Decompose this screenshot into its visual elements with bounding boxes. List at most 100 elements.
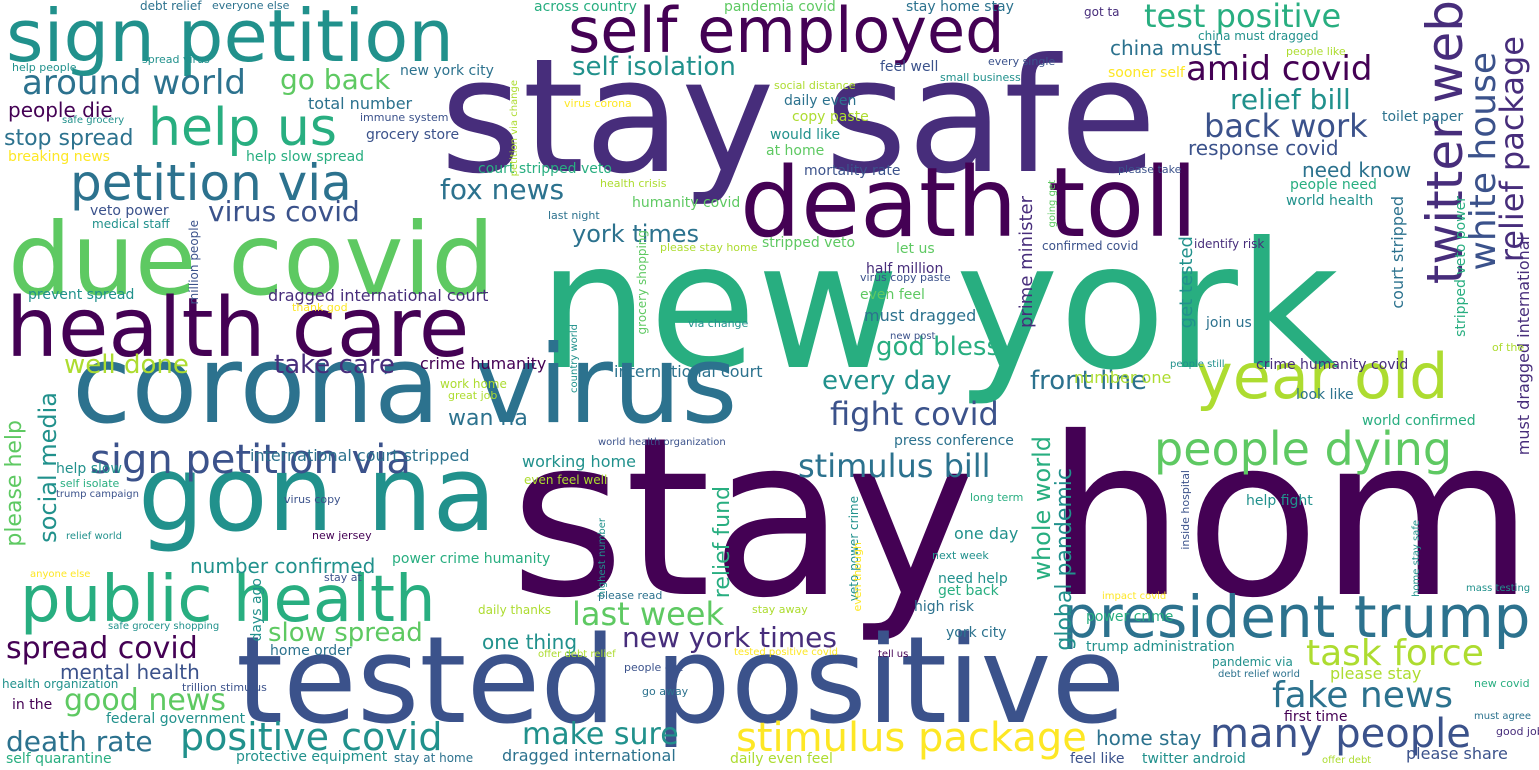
- word: medical staff: [92, 217, 170, 231]
- word: first time: [1284, 709, 1348, 725]
- word: safe grocery shopping: [108, 621, 220, 632]
- word: please stay: [1330, 664, 1422, 683]
- word: at home: [766, 143, 825, 159]
- word: stay home: [510, 390, 1539, 646]
- word: wan na: [448, 406, 528, 431]
- word: breaking news: [8, 149, 110, 165]
- word: help slow spread: [246, 149, 365, 165]
- word: self isolate: [60, 477, 120, 490]
- word: people need: [1290, 177, 1377, 193]
- word: even feel well: [524, 473, 608, 487]
- word: next week: [932, 549, 989, 562]
- word: president trump: [1062, 583, 1531, 651]
- word: slow spread: [268, 618, 423, 648]
- word: around world: [22, 63, 246, 103]
- word: need know: [1302, 158, 1412, 182]
- word: social distance: [774, 79, 856, 92]
- word: impact covid: [1102, 591, 1167, 602]
- word: confirmed covid: [1042, 239, 1139, 253]
- word: get back: [938, 583, 999, 599]
- word: prime minister: [1016, 196, 1037, 329]
- word: days ago: [249, 578, 265, 642]
- word: feel like: [1070, 751, 1125, 767]
- word: people dying: [1154, 422, 1453, 476]
- word: people still: [1170, 359, 1225, 370]
- word: tested positive: [236, 612, 1126, 751]
- word: fake news: [1272, 675, 1454, 716]
- word: humanity covid: [632, 195, 741, 211]
- word: people get: [624, 661, 683, 674]
- word: due covid: [8, 201, 495, 318]
- word: help fight: [1246, 493, 1313, 509]
- word: debt relief world: [1218, 669, 1300, 680]
- word: please help: [2, 420, 27, 547]
- word: daily even feel: [730, 751, 833, 767]
- word: stay home stay: [906, 0, 1014, 15]
- word: new york: [538, 206, 1340, 409]
- word: health care: [6, 281, 470, 376]
- word: pandemia covid: [724, 0, 836, 15]
- word: last night: [548, 209, 600, 222]
- word: dragged international: [502, 746, 676, 765]
- word: power crime: [1086, 609, 1174, 625]
- word: great job: [448, 389, 498, 402]
- word: veto power: [90, 203, 169, 219]
- word: stimulus bill: [798, 447, 991, 485]
- word: people die: [8, 98, 113, 122]
- word: would like: [770, 127, 841, 143]
- word: please take: [1118, 163, 1182, 176]
- word: home stay: [1096, 726, 1202, 750]
- word: gon na: [138, 433, 497, 555]
- word: press conference: [894, 433, 1014, 449]
- word: home order: [270, 643, 352, 659]
- word: death toll: [740, 147, 1198, 259]
- word: pandemic via: [1212, 655, 1293, 669]
- word: last week: [572, 595, 724, 633]
- word: positive covid: [180, 715, 443, 759]
- word: protective equipment: [236, 749, 388, 765]
- word: international court: [614, 362, 763, 381]
- word: new jersey: [312, 529, 372, 542]
- word: virus copy paste: [860, 271, 951, 284]
- word: even though: [851, 542, 864, 612]
- word: anyone else: [30, 569, 91, 580]
- word: mass testing: [1466, 583, 1531, 594]
- word: spread virus: [142, 53, 210, 66]
- word: trump campaign: [56, 489, 139, 500]
- word: corona virus: [72, 323, 738, 448]
- word: new covid: [1474, 677, 1530, 690]
- word: global pandemic: [1052, 468, 1077, 651]
- word: everyone else: [212, 0, 290, 12]
- word: york times: [572, 220, 700, 248]
- word: federal government: [106, 711, 246, 727]
- word: relief bill: [1230, 83, 1351, 116]
- word: need help: [938, 571, 1008, 587]
- word: look like: [1296, 387, 1354, 403]
- word: offer debt relief: [538, 649, 616, 660]
- word: going get: [1047, 180, 1058, 228]
- word: toilet paper: [1382, 109, 1464, 125]
- word: stay away: [752, 603, 808, 616]
- word: front line: [1030, 366, 1148, 396]
- word: trump administration: [1086, 639, 1235, 655]
- word: help slow: [56, 461, 122, 477]
- word: trillion stimulus: [182, 681, 267, 694]
- word: small business: [940, 71, 1021, 84]
- word: stay at: [324, 571, 362, 584]
- word: crime humanity: [420, 354, 547, 373]
- word: help us: [148, 98, 337, 158]
- word: good job: [1496, 725, 1539, 738]
- word: fox news: [440, 173, 565, 206]
- word: response covid: [1188, 136, 1339, 160]
- word: got ta: [1084, 5, 1120, 19]
- word: please read: [598, 589, 663, 602]
- word: make sure: [522, 717, 679, 752]
- word: china must: [1110, 36, 1221, 60]
- word: work home: [440, 377, 507, 391]
- word: identify risk: [1194, 237, 1265, 251]
- word: every day: [822, 366, 952, 396]
- word: grocery shopping: [635, 230, 649, 335]
- word: public health: [20, 563, 436, 637]
- word: number one: [1074, 368, 1172, 387]
